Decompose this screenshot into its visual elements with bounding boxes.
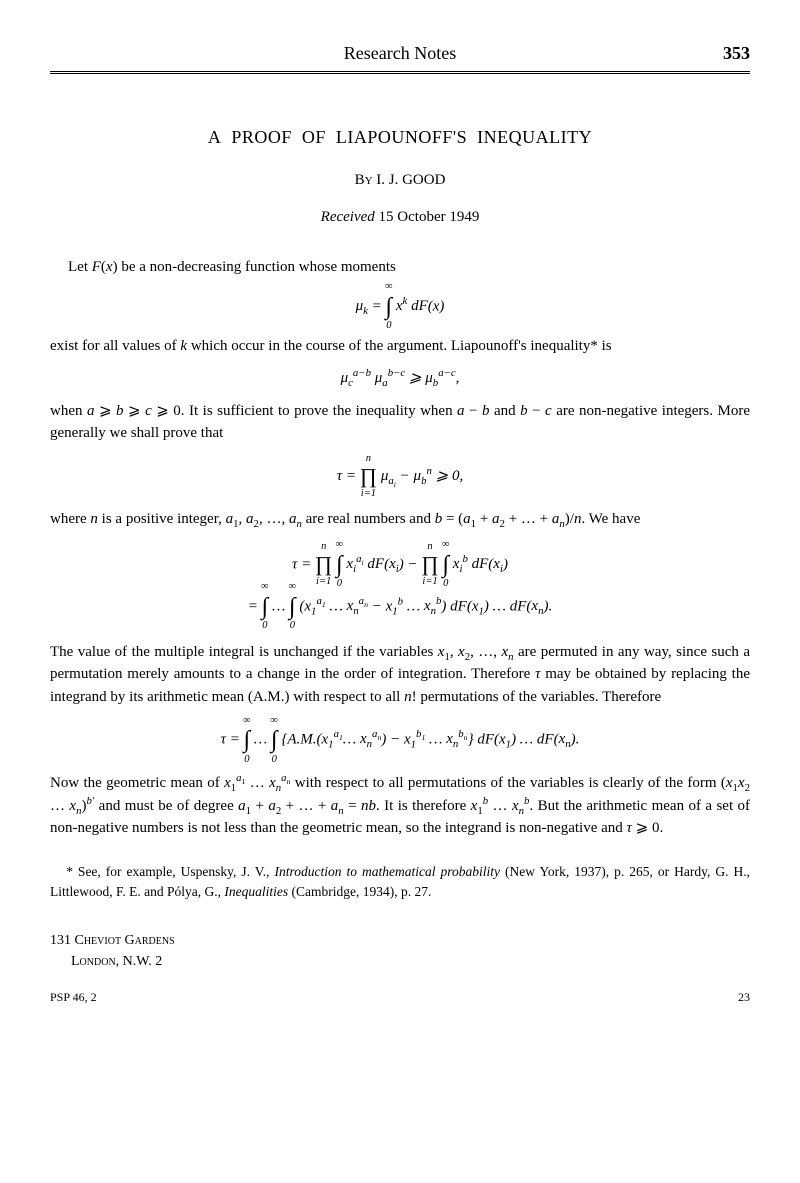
address-block: 131 Cheviot Gardens London, N.W. 2 (50, 930, 750, 972)
footer-left: PSP 46, 2 (50, 988, 97, 1006)
equation-5: τ = ∫∞0 … ∫∞0 {A.M.(x1a1… xnan) − x1b1 …… (50, 722, 750, 758)
para-1: Let F(x) be a non-decreasing function wh… (50, 256, 750, 279)
footnote: * See, for example, Uspensky, J. V., Int… (50, 862, 750, 903)
equation-3: τ = ∏ni=1 μai − μbn ⩾ 0, (50, 461, 750, 493)
para-4: where n is a positive integer, a1, a2, …… (50, 508, 750, 531)
equation-2: μca−b μab−c ⩾ μba−c, (50, 367, 750, 390)
by-label: By (355, 172, 373, 188)
para-2: exist for all values of k which occur in… (50, 335, 750, 358)
author-name: I. J. GOOD (376, 172, 445, 188)
date-value: 15 October 1949 (379, 209, 480, 225)
section-title: Research Notes (50, 40, 750, 67)
header-row: Research Notes 353 (50, 40, 750, 67)
para-3: when a ⩾ b ⩾ c ⩾ 0. It is sufficient to … (50, 400, 750, 445)
author-line: By I. J. GOOD (50, 169, 750, 192)
address-line-2: London, N.W. 2 (50, 951, 750, 972)
date-line: Received 15 October 1949 (50, 206, 750, 229)
para-5: The value of the multiple integral is un… (50, 641, 750, 709)
address-line-1: 131 Cheviot Gardens (50, 930, 750, 951)
equation-1: μk = ∫∞0 xk dF(x) (50, 289, 750, 325)
page-number: 353 (723, 40, 750, 67)
para-6: Now the geometric mean of x1a1 … xnan wi… (50, 772, 750, 840)
equation-4: τ = ∏ni=1 ∫∞0 xiai dF(xi) − ∏ni=1 ∫∞0 xi… (50, 547, 750, 625)
article-title: A PROOF OF LIAPOUNOFF'S INEQUALITY (50, 124, 750, 151)
received-label: Received (321, 209, 375, 225)
footer-right: 23 (738, 988, 750, 1006)
footer-row: PSP 46, 2 23 (50, 988, 750, 1006)
header-rule (50, 71, 750, 74)
